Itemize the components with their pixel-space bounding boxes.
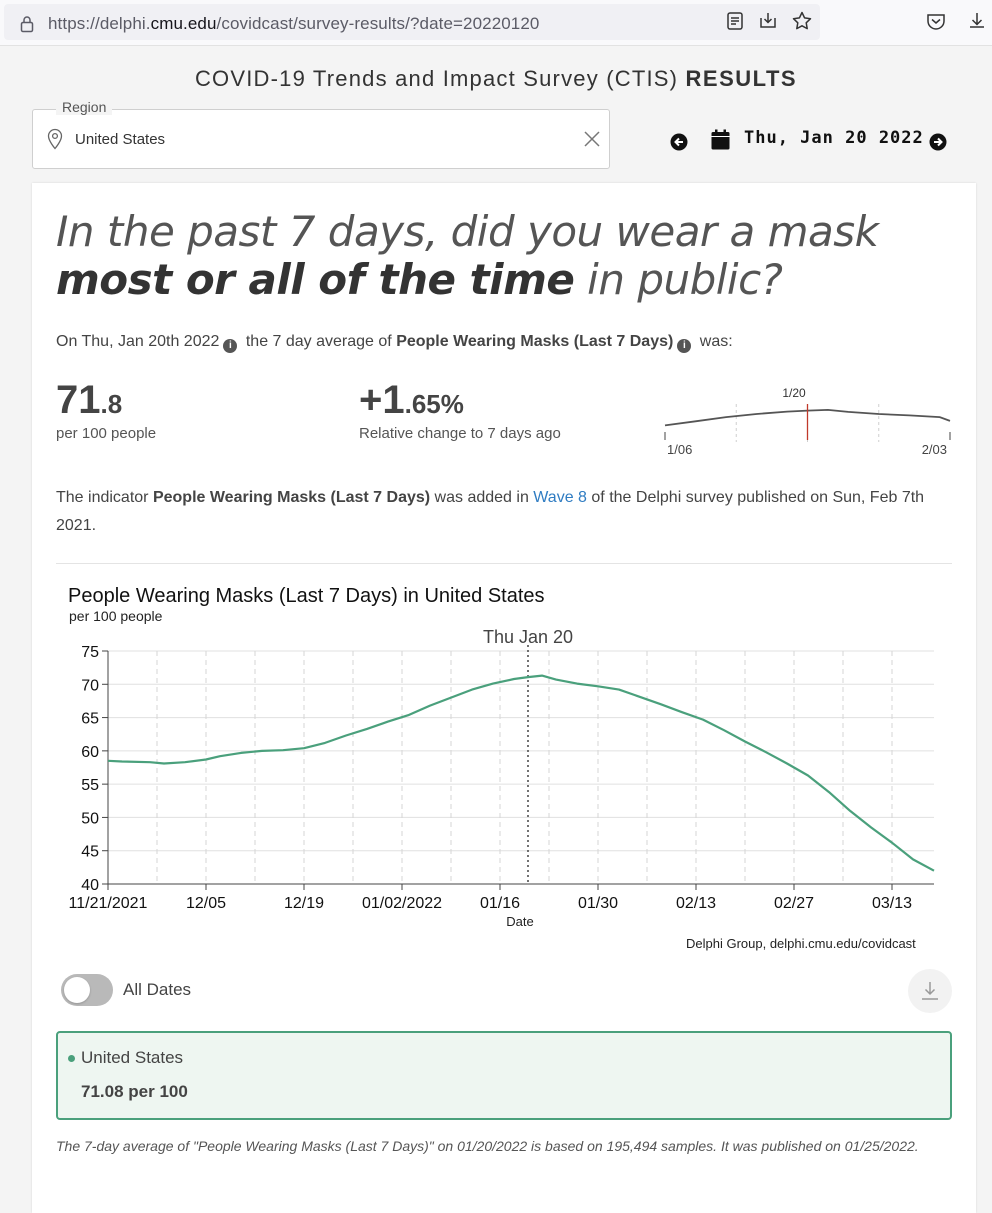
x-tick-label: 01/16 [480,895,520,912]
sparkline: 1/20 1/06 2/03 [664,386,951,457]
sparkline-start-label: 1/06 [667,442,692,457]
x-tick-label: 11/21/2021 [69,895,148,912]
x-axis-label: Date [506,914,533,929]
selected-date-label: Thu Jan 20 [483,627,573,647]
value-decimal: .8 [100,389,123,419]
x-tick-label: 12/05 [186,895,226,912]
url-bar[interactable]: https://delphi.cmu.edu/covidcast/survey-… [4,4,820,40]
download-icon [922,982,938,1000]
trend-chart[interactable]: 40 45 50 55 60 65 70 75 11/21/2021 12/05 12/19 01/0… [56,622,956,942]
value-integer: 71 [56,378,101,422]
toggle-knob[interactable] [64,977,90,1003]
relative-change-stat: +1.65% Relative change to 7 days ago [359,378,561,442]
chart-y-axis-label: per 100 people [69,608,163,624]
x-tick-label: 03/13 [872,895,912,912]
calendar-icon[interactable] [711,129,730,150]
clear-region-icon[interactable] [582,129,602,149]
x-tick-label: 02/27 [774,895,814,912]
y-tick-label-65: 65 [81,711,99,728]
selected-date[interactable]: Thu, Jan 20 2022 [744,128,924,148]
page-title: COVID-19 Trends and Impact Survey (CTIS)… [194,66,798,91]
current-value-stat: 71.8 per 100 people [56,378,156,442]
section-divider [56,563,952,564]
sparkline-end-label: 2/03 [922,442,947,457]
previous-date-icon[interactable] [670,133,688,151]
chart-credit: Delphi Group, delphi.cmu.edu/covidcast [686,936,916,951]
bookmark-star-icon[interactable] [791,10,813,32]
series-color-dot [68,1055,75,1062]
sample-footnote: The 7-day average of "People Wearing Mas… [56,1138,919,1154]
region-label: Region [56,99,113,115]
browser-toolbar: https://delphi.cmu.edu/covidcast/survey-… [0,0,992,46]
y-tick-label-60: 60 [81,744,99,761]
value-unit: per 100 people [56,425,157,442]
change-label: Relative change to 7 days ago [359,425,561,442]
location-pin-icon [47,128,63,150]
sparkline-line [664,408,951,427]
y-tick-label-40: 40 [81,877,99,894]
chart-title: People Wearing Masks (Last 7 Days) in Un… [68,585,545,607]
sparkline-marker-label: 1/20 [782,386,806,400]
value-tooltip [56,1031,952,1120]
date-info-icon[interactable]: i [223,339,238,353]
url-text[interactable]: https://delphi.cmu.edu/covidcast/survey-… [48,14,540,33]
lock-icon [20,16,34,33]
tooltip-region: United States [81,1048,184,1067]
y-tick-label-55: 55 [81,777,99,794]
x-tick-label: 01/30 [578,895,618,912]
y-tick-label-50: 50 [81,810,99,827]
x-tick-label: 12/19 [284,895,324,912]
y-tick-label-75: 75 [81,644,99,661]
y-tick-label-45: 45 [81,844,99,861]
change-decimal: .65% [404,389,464,419]
reader-view-icon[interactable] [724,10,746,32]
y-tick-label-70: 70 [81,677,99,694]
all-dates-label: All Dates [123,980,192,999]
region-search-input[interactable] [32,109,610,169]
downloads-icon[interactable] [966,10,988,32]
indicator-info-icon[interactable]: i [677,339,692,353]
survey-question: In the past 7 days, did you wear a mask … [56,207,879,304]
next-date-icon[interactable] [929,133,947,151]
change-integer: +1 [359,378,405,422]
save-to-pocket-icon[interactable] [757,10,779,32]
indicator-added-note: The indicator People Wearing Masks (Last… [56,489,925,534]
summary-sentence: On Thu, Jan 20th 2022 i the 7 day average… [56,333,733,353]
wave-link[interactable]: Wave 8 [533,489,587,506]
tooltip-value: 71.08 per 100 [81,1082,188,1101]
x-tick-label: 01/02/2022 [362,895,442,912]
region-value[interactable]: United States [75,131,166,148]
series-line-united-states [107,674,935,872]
download-button[interactable] [908,969,952,1013]
pocket-icon[interactable] [925,10,947,32]
x-tick-label: 02/13 [676,895,716,912]
